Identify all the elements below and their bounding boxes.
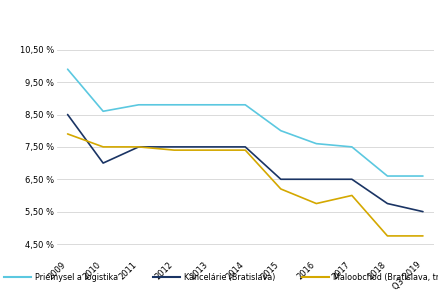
- Priemysel a logistika: [349, 145, 354, 149]
- Kancelárie (Bratislava): [172, 145, 177, 149]
- Kancelárie (Bratislava): [314, 178, 319, 181]
- Maloobchod (Bratislava, tradičné obchodné centrá v SR: [65, 132, 70, 136]
- Kancelárie (Bratislava): [207, 145, 212, 149]
- Kancelárie (Bratislava): [420, 210, 426, 213]
- Priemysel a logistika: [207, 103, 212, 107]
- Maloobchod (Bratislava, tradičné obchodné centrá v SR: [172, 148, 177, 152]
- Maloobchod (Bratislava, tradičné obchodné centrá v SR: [207, 148, 212, 152]
- Priemysel a logistika: [385, 174, 390, 178]
- Priemysel a logistika: [65, 67, 70, 71]
- Kancelárie (Bratislava): [65, 113, 70, 116]
- Kancelárie (Bratislava): [243, 145, 248, 149]
- Kancelárie (Bratislava): [136, 145, 141, 149]
- Kancelárie (Bratislava): [349, 178, 354, 181]
- Maloobchod (Bratislava, tradičné obchodné centrá v SR: [136, 145, 141, 149]
- Maloobchod (Bratislava, tradičné obchodné centrá v SR: [243, 148, 248, 152]
- Line: Maloobchod (Bratislava, tradičné obchodné centrá v SR: Maloobchod (Bratislava, tradičné obchodn…: [67, 134, 423, 236]
- Line: Priemysel a logistika: Priemysel a logistika: [67, 69, 423, 176]
- Priemysel a logistika: [278, 129, 283, 133]
- Maloobchod (Bratislava, tradičné obchodné centrá v SR: [420, 234, 426, 238]
- Priemysel a logistika: [172, 103, 177, 107]
- Line: Kancelárie (Bratislava): Kancelárie (Bratislava): [67, 114, 423, 212]
- Maloobchod (Bratislava, tradičné obchodné centrá v SR: [100, 145, 106, 149]
- Kancelárie (Bratislava): [385, 202, 390, 205]
- Priemysel a logistika: [420, 174, 426, 178]
- Maloobchod (Bratislava, tradičné obchodné centrá v SR: [349, 194, 354, 197]
- Priemysel a logistika: [100, 110, 106, 113]
- Maloobchod (Bratislava, tradičné obchodné centrá v SR: [385, 234, 390, 238]
- Text: Kancelárie (Bratislava): Kancelárie (Bratislava): [184, 273, 276, 282]
- Text: Maloobchod (Bratislava, tradičné obchodné centrá v SR: Maloobchod (Bratislava, tradičné obchodn…: [333, 273, 438, 282]
- Priemysel a logistika: [136, 103, 141, 107]
- Priemysel a logistika: [243, 103, 248, 107]
- Kancelárie (Bratislava): [278, 178, 283, 181]
- Text: Priemysel a logistika: Priemysel a logistika: [35, 273, 118, 282]
- Text: Najvyššie dosahovaný výnos za roky 2009 – 2019: Najvyššie dosahovaný výnos za roky 2009 …: [4, 8, 293, 19]
- Priemysel a logistika: [314, 142, 319, 145]
- Maloobchod (Bratislava, tradičné obchodné centrá v SR: [278, 187, 283, 191]
- Kancelárie (Bratislava): [100, 161, 106, 165]
- Maloobchod (Bratislava, tradičné obchodné centrá v SR: [314, 202, 319, 205]
